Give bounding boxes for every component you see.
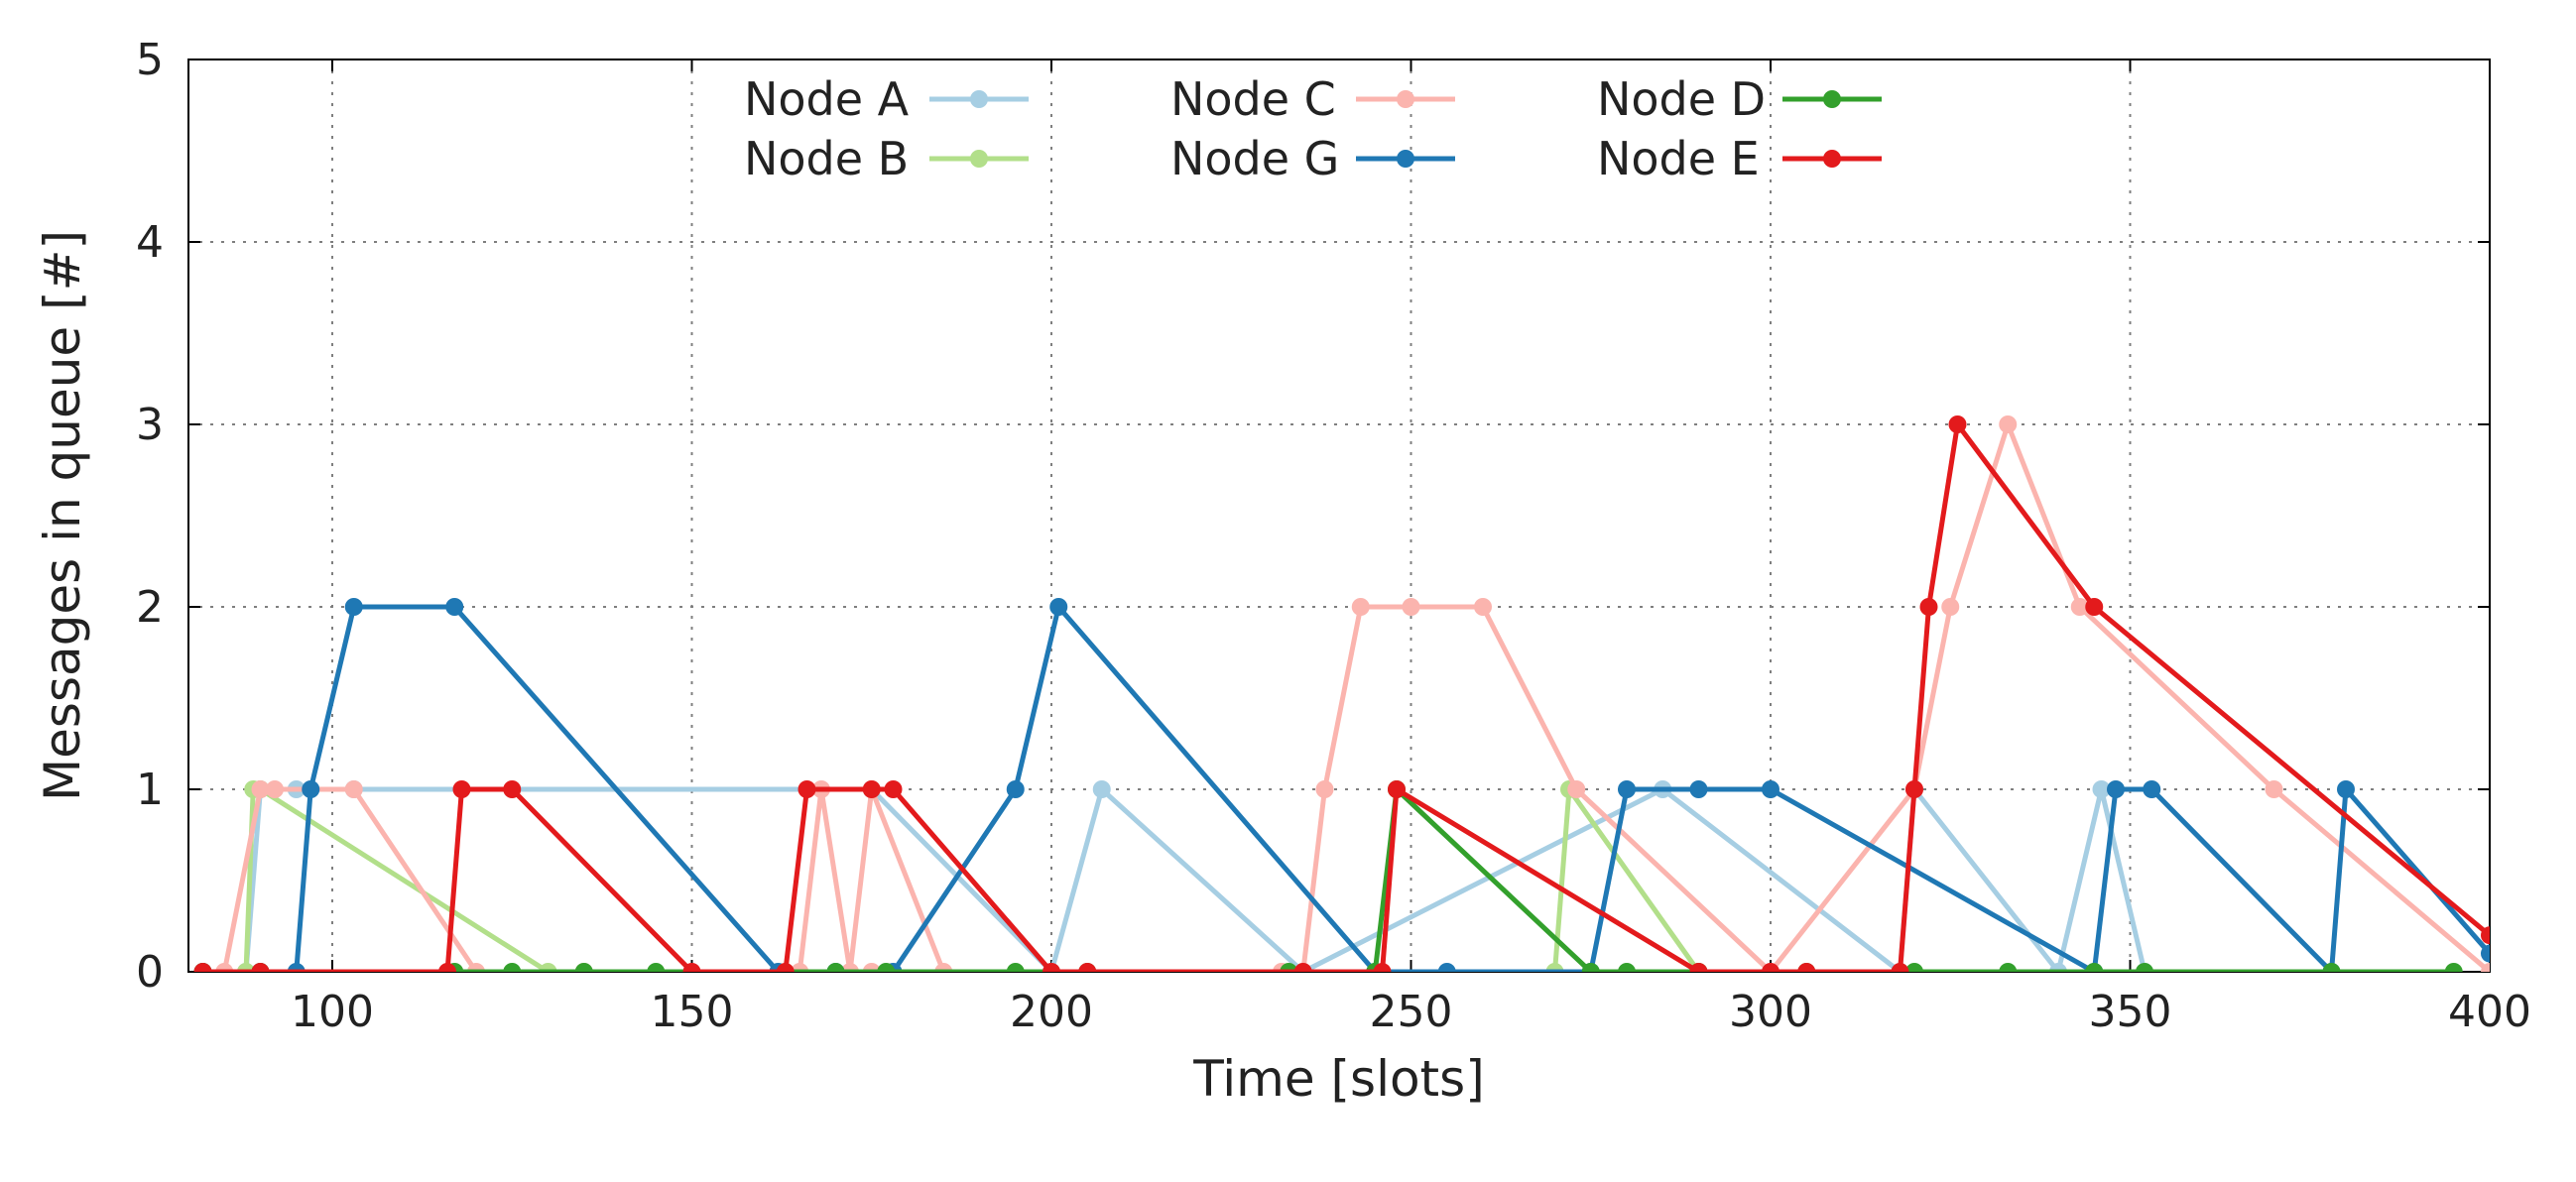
legend-label: Node G bbox=[1170, 132, 1339, 185]
chart-container: 100 150 200 250 300 350 400 0 1 2 3 4 5 Time [slots] M… bbox=[0, 0, 2576, 1182]
y-tick-label: 0 bbox=[136, 947, 164, 998]
y-tick-label: 2 bbox=[136, 582, 164, 633]
x-tick-label: 300 bbox=[1729, 987, 1812, 1037]
x-tick-label: 250 bbox=[1370, 987, 1453, 1037]
y-tick-label: 4 bbox=[136, 217, 164, 268]
x-axis-label: Time [slots] bbox=[1192, 1050, 1484, 1108]
legend-label: Node B bbox=[744, 132, 909, 185]
y-tick-label: 3 bbox=[136, 400, 164, 450]
x-tick-label: 150 bbox=[651, 987, 734, 1037]
legend-label: Node A bbox=[744, 72, 910, 126]
x-tick-label: 350 bbox=[2089, 987, 2172, 1037]
y-axis-label: Messages in queue [#] bbox=[34, 230, 91, 801]
legend-label: Node D bbox=[1597, 72, 1766, 126]
x-tick-label: 200 bbox=[1010, 987, 1093, 1037]
y-tick-label: 1 bbox=[136, 765, 164, 815]
legend-label: Node C bbox=[1170, 72, 1336, 126]
x-tick-label: 400 bbox=[2448, 987, 2531, 1037]
x-tick-label: 100 bbox=[291, 987, 374, 1037]
line-chart: 100 150 200 250 300 350 400 0 1 2 3 4 5 Time [slots] M… bbox=[0, 0, 2576, 1182]
y-tick-label: 5 bbox=[136, 35, 164, 85]
legend-label: Node E bbox=[1597, 132, 1760, 185]
